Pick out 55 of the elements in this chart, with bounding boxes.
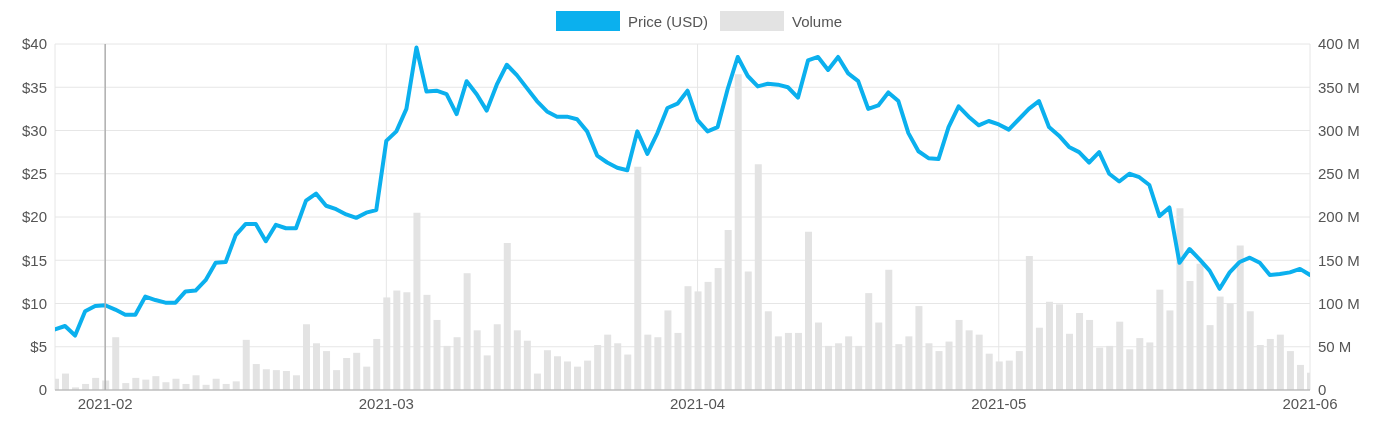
bar <box>935 351 943 390</box>
bar <box>533 373 541 390</box>
y2-tick-label: 200 M <box>1318 208 1360 226</box>
y-tick-label: $15 <box>21 251 47 269</box>
bar <box>92 377 100 390</box>
bar <box>1126 349 1134 390</box>
bar <box>543 350 551 390</box>
y-tick-label: $10 <box>21 294 47 312</box>
x-tick-label: 2021-02 <box>77 394 133 412</box>
bar <box>1005 360 1013 390</box>
bar <box>272 370 280 390</box>
y-tick-label: $40 <box>21 35 47 53</box>
bar <box>192 375 200 390</box>
bar <box>282 370 290 390</box>
bar <box>333 370 341 390</box>
bar <box>553 356 561 390</box>
y-tick-label: $5 <box>30 338 47 356</box>
bar <box>363 366 371 390</box>
bar <box>564 361 572 390</box>
bar <box>584 360 592 390</box>
y2-tick-label: 100 M <box>1318 294 1360 312</box>
legend-label: Price (USD) <box>627 12 708 30</box>
bar <box>1015 351 1023 390</box>
bar <box>232 381 240 390</box>
y2-tick-label: 250 M <box>1318 165 1360 183</box>
bar <box>292 375 300 390</box>
y-tick-label: $20 <box>21 208 47 226</box>
y-tick-label: $25 <box>21 165 47 183</box>
bar <box>152 376 160 390</box>
y-tick-label: $30 <box>21 121 47 139</box>
y2-tick-label: 350 M <box>1318 78 1360 96</box>
y2-tick-label: 300 M <box>1318 121 1360 139</box>
bar <box>985 353 993 390</box>
y2-tick-label: 150 M <box>1318 251 1360 269</box>
bar <box>62 373 70 390</box>
bar <box>353 352 361 390</box>
y-tick-label: 0 <box>38 381 47 399</box>
bar <box>323 351 331 390</box>
bar <box>252 364 260 390</box>
x-tick-label: 2021-05 <box>971 394 1027 412</box>
y2-tick-label: 50 M <box>1318 338 1352 356</box>
bar <box>162 382 170 390</box>
bar <box>132 377 140 390</box>
x-tick-label: 2021-03 <box>358 394 414 412</box>
bar <box>1296 364 1304 390</box>
bar <box>1286 351 1294 390</box>
bar <box>262 369 270 390</box>
bar <box>574 366 582 390</box>
bar <box>624 354 632 390</box>
x-tick-label: 2021-04 <box>670 394 726 412</box>
legend-label: Volume <box>791 12 843 30</box>
y-tick-label: $35 <box>21 78 47 96</box>
bar <box>483 355 491 390</box>
y2-tick-label: 400 M <box>1318 35 1360 53</box>
bar <box>343 358 351 390</box>
